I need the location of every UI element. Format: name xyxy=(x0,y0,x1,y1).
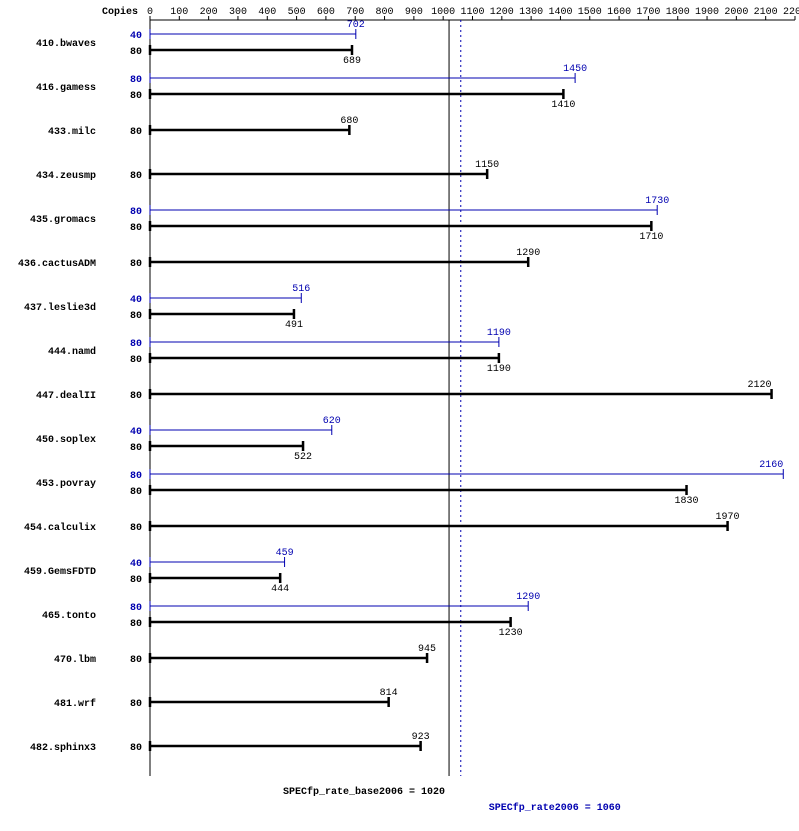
value-base: 1970 xyxy=(716,512,740,523)
copies-base: 80 xyxy=(130,743,142,754)
value-base: 1190 xyxy=(487,364,511,375)
x-tick-label: 1300 xyxy=(519,7,543,18)
benchmark-label: 447.dealII xyxy=(36,390,96,402)
benchmark-label: 459.GemsFDTD xyxy=(24,567,96,578)
value-base: 2120 xyxy=(748,380,772,391)
x-tick-label: 100 xyxy=(170,7,188,18)
x-tick-label: 2100 xyxy=(754,7,778,18)
value-base: 444 xyxy=(271,584,289,595)
x-tick-label: 700 xyxy=(346,7,364,18)
x-tick-label: 1400 xyxy=(548,7,572,18)
benchmark-label: 444.namd xyxy=(48,346,96,358)
copies-peak: 80 xyxy=(130,471,142,482)
copies-base: 80 xyxy=(130,619,142,630)
value-peak: 516 xyxy=(292,284,310,295)
benchmark-label: 437.leslie3d xyxy=(24,302,96,314)
axis-title-copies: Copies xyxy=(102,6,138,18)
value-base: 945 xyxy=(418,644,436,655)
copies-peak: 80 xyxy=(130,603,142,614)
copies-base: 80 xyxy=(130,355,142,366)
x-tick-label: 1600 xyxy=(607,7,631,18)
x-tick-label: 0 xyxy=(147,7,153,18)
x-tick-label: 1500 xyxy=(578,7,602,18)
benchmark-label: 470.lbm xyxy=(54,654,96,666)
benchmark-label: 481.wrf xyxy=(54,698,96,710)
value-base: 1290 xyxy=(516,248,540,259)
value-peak: 702 xyxy=(347,20,365,31)
copies-base: 80 xyxy=(130,391,142,402)
copies-base: 80 xyxy=(130,699,142,710)
value-base: 1710 xyxy=(639,232,663,243)
copies-base: 80 xyxy=(130,259,142,270)
value-base: 1830 xyxy=(675,496,699,507)
x-tick-label: 2000 xyxy=(724,7,748,18)
benchmark-label: 434.zeusmp xyxy=(36,171,96,182)
copies-peak: 80 xyxy=(130,339,142,350)
x-tick-label: 1800 xyxy=(666,7,690,18)
value-peak: 1190 xyxy=(487,328,511,339)
value-base: 522 xyxy=(294,452,312,463)
benchmark-label: 450.soplex xyxy=(36,434,96,446)
value-peak: 620 xyxy=(323,416,341,427)
value-peak: 1450 xyxy=(563,64,587,75)
spec-rate-chart: 0 100 200 300 400 500 600 700 800 900 1000 1100 1200… xyxy=(0,0,799,831)
benchmark-label: 433.milc xyxy=(48,126,96,138)
value-peak: 1730 xyxy=(645,196,669,207)
x-tick-label: 1700 xyxy=(636,7,660,18)
value-base: 923 xyxy=(412,732,430,743)
summary-base: SPECfp_rate_base2006 = 1020 xyxy=(283,786,445,798)
copies-base: 80 xyxy=(130,575,142,586)
copies-base: 80 xyxy=(130,487,142,498)
x-tick-label: 1000 xyxy=(431,7,455,18)
copies-peak: 40 xyxy=(130,427,142,438)
value-peak: 1290 xyxy=(516,592,540,603)
x-tick-label: 600 xyxy=(317,7,335,18)
x-tick-label: 1900 xyxy=(695,7,719,18)
copies-base: 80 xyxy=(130,91,142,102)
x-tick-label: 500 xyxy=(288,7,306,18)
x-tick-label: 1200 xyxy=(490,7,514,18)
benchmark-label: 453.povray xyxy=(36,479,96,490)
value-base: 1150 xyxy=(475,160,499,171)
copies-base: 80 xyxy=(130,47,142,58)
copies-base: 80 xyxy=(130,171,142,182)
copies-peak: 80 xyxy=(130,207,142,218)
benchmark-label: 416.gamess xyxy=(36,83,96,94)
benchmark-label: 454.calculix xyxy=(24,522,96,534)
x-tick-label: 200 xyxy=(200,7,218,18)
summary-peak: SPECfp_rate2006 = 1060 xyxy=(489,802,621,814)
value-base: 680 xyxy=(340,116,358,127)
x-tick-label: 300 xyxy=(229,7,247,18)
copies-peak: 40 xyxy=(130,559,142,570)
value-base: 491 xyxy=(285,320,303,331)
copies-peak: 40 xyxy=(130,295,142,306)
benchmark-label: 482.sphinx3 xyxy=(30,742,96,754)
value-base: 814 xyxy=(380,688,398,699)
x-tick-label: 800 xyxy=(376,7,394,18)
benchmark-label: 435.gromacs xyxy=(30,215,96,226)
benchmark-label: 410.bwaves xyxy=(36,38,96,50)
benchmark-label: 436.cactusADM xyxy=(18,259,96,270)
benchmark-label: 465.tonto xyxy=(42,611,96,622)
value-base: 689 xyxy=(343,56,361,67)
value-base: 1230 xyxy=(499,628,523,639)
copies-base: 80 xyxy=(130,127,142,138)
copies-base: 80 xyxy=(130,223,142,234)
x-tick-label: 2200 xyxy=(783,7,799,18)
copies-base: 80 xyxy=(130,655,142,666)
x-tick-label: 400 xyxy=(258,7,276,18)
copies-base: 80 xyxy=(130,523,142,534)
value-peak: 2160 xyxy=(759,460,783,471)
value-peak: 459 xyxy=(276,548,294,559)
copies-base: 80 xyxy=(130,443,142,454)
x-tick-label: 900 xyxy=(405,7,423,18)
copies-peak: 80 xyxy=(130,75,142,86)
x-tick-label: 1100 xyxy=(460,7,484,18)
copies-base: 80 xyxy=(130,311,142,322)
copies-peak: 40 xyxy=(130,31,142,42)
value-base: 1410 xyxy=(551,100,575,111)
